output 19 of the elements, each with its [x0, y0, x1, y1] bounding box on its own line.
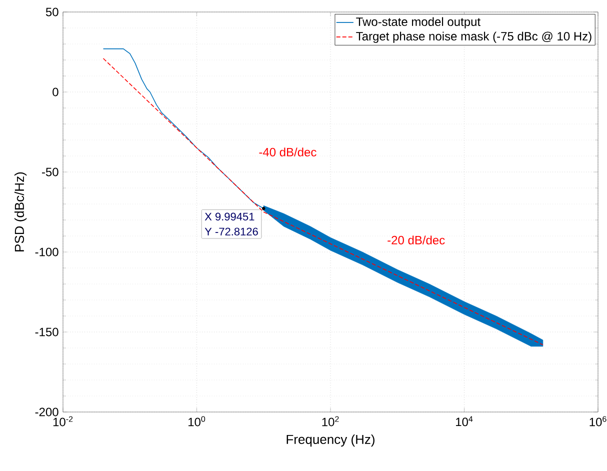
y-tick-label: -50: [42, 168, 58, 176]
annotation: -40 dB/dec: [259, 148, 316, 156]
x-tick-label: 10$^{2}$: [322, 416, 339, 426]
legend-label: Target phase noise mask (-75 dBc @ 10 Hz): [356, 32, 592, 43]
x-tick-label: 10$^{4}$: [456, 416, 473, 426]
annotation: X 9.99451: [204, 212, 254, 220]
y-tick-label: 50: [46, 8, 58, 16]
y-tick-label: -150: [35, 328, 58, 336]
y-tick-label: -200: [35, 408, 58, 416]
x-tick-label: 10$^{-2}$: [53, 416, 73, 426]
x-axis-title: Frequency (Hz): [286, 434, 374, 447]
y-tick-label: -100: [35, 248, 58, 256]
y-axis-title: PSD (dBc/Hz): [14, 172, 27, 252]
x-tick-label: 10$^{6}$: [590, 416, 606, 426]
legend-label: Two-state model output: [356, 17, 480, 28]
x-tick-label: 10$^{0}$: [188, 416, 206, 426]
annotation: Y -72.8126: [204, 228, 258, 236]
y-tick-label: 0: [52, 88, 58, 96]
annotation: -20 dB/dec: [388, 236, 445, 244]
